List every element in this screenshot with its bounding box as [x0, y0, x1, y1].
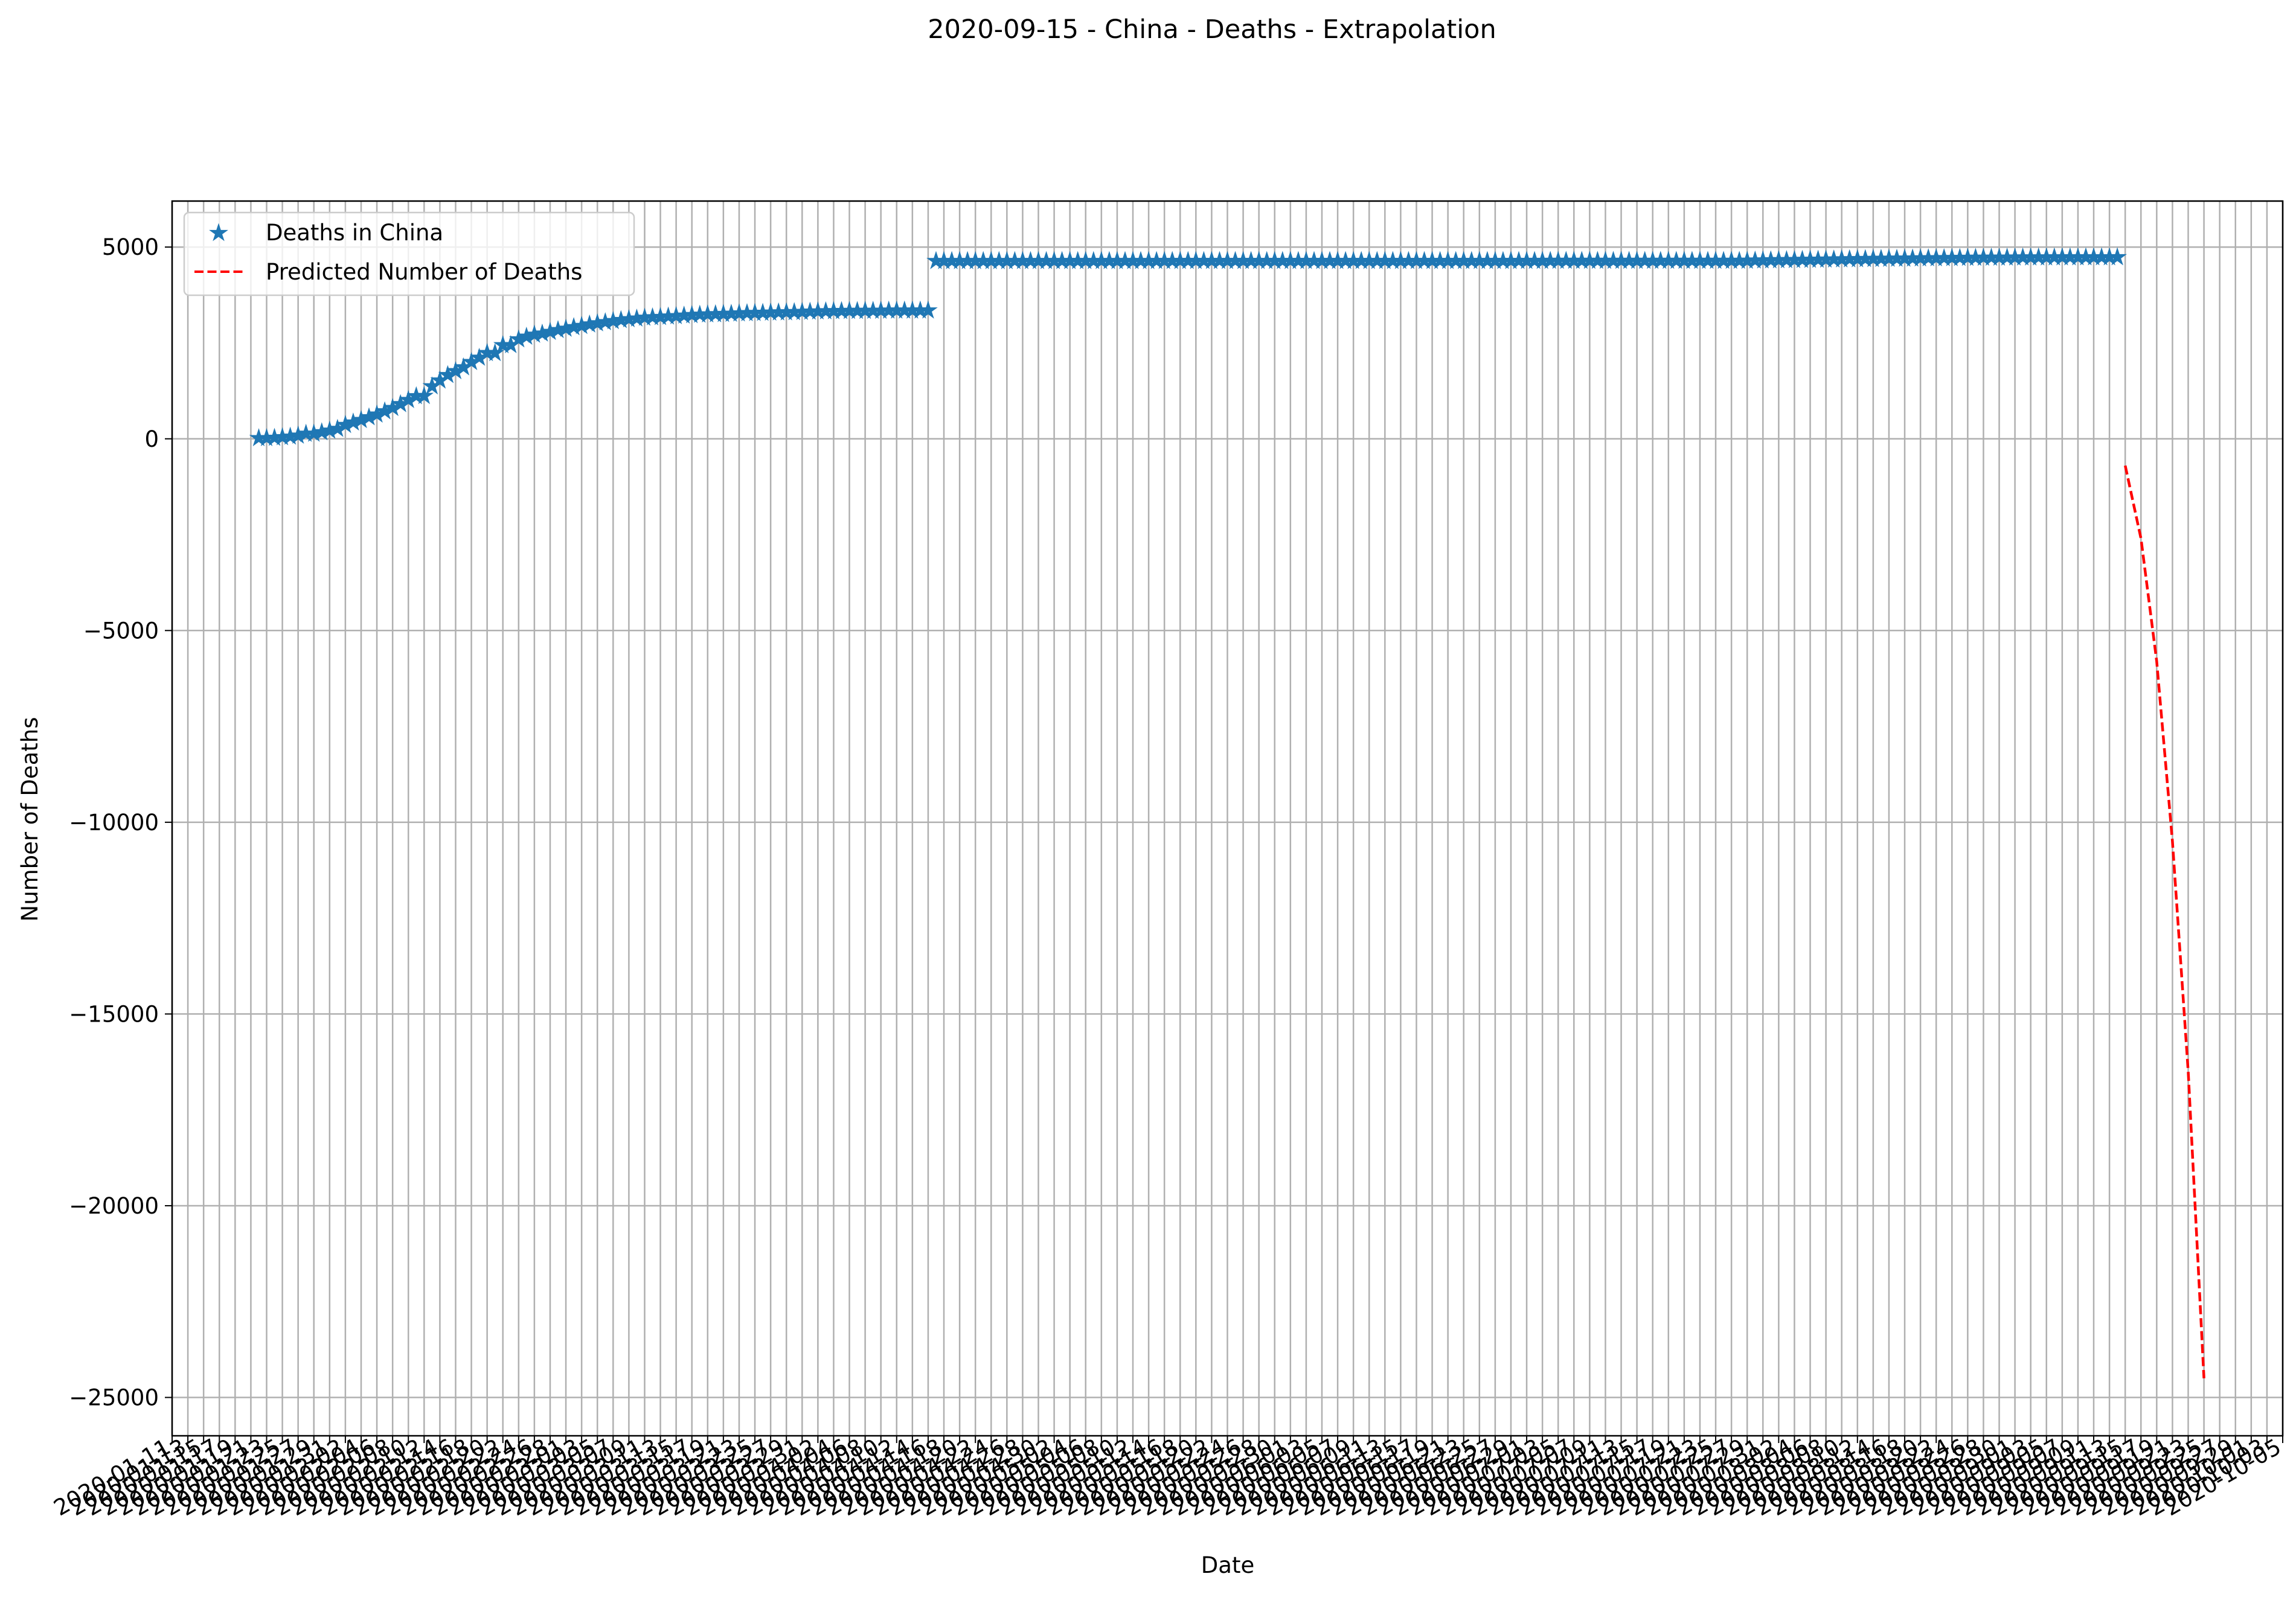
data-point — [919, 300, 938, 319]
chart-title: 2020-09-15 - China - Deaths - Extrapolat… — [928, 14, 1496, 45]
legend-label-actual: Deaths in China — [266, 220, 443, 246]
y-tick-label: −20000 — [69, 1193, 159, 1219]
legend: Deaths in China Predicted Number of Deat… — [183, 211, 635, 296]
y-axis-label: Number of Deaths — [17, 717, 43, 922]
y-axis: 5000 0 −5000 −10000 −15000 −20000 −25000 — [69, 234, 172, 1410]
legend-label-predicted: Predicted Number of Deaths — [266, 259, 582, 285]
y-tick-label: −10000 — [69, 810, 159, 836]
x-axis: 2020-01-112020-01-132020-01-152020-01-17… — [50, 1434, 2286, 1522]
actual-series — [249, 247, 2127, 447]
y-gridlines — [172, 246, 2283, 1398]
y-tick-label: −25000 — [69, 1384, 159, 1410]
data-point — [2108, 247, 2127, 266]
y-tick-label: 5000 — [102, 234, 159, 260]
y-tick-label: 0 — [144, 426, 159, 452]
data-point — [414, 386, 434, 405]
data-point — [485, 343, 505, 362]
predicted-line — [2124, 465, 2205, 1378]
legend-star-marker — [209, 223, 228, 242]
x-axis-label: Date — [1201, 1552, 1254, 1578]
legend-box — [183, 211, 635, 296]
y-tick-label: −5000 — [83, 618, 159, 644]
y-tick-label: −15000 — [69, 1001, 159, 1027]
predicted-series — [2124, 465, 2205, 1378]
